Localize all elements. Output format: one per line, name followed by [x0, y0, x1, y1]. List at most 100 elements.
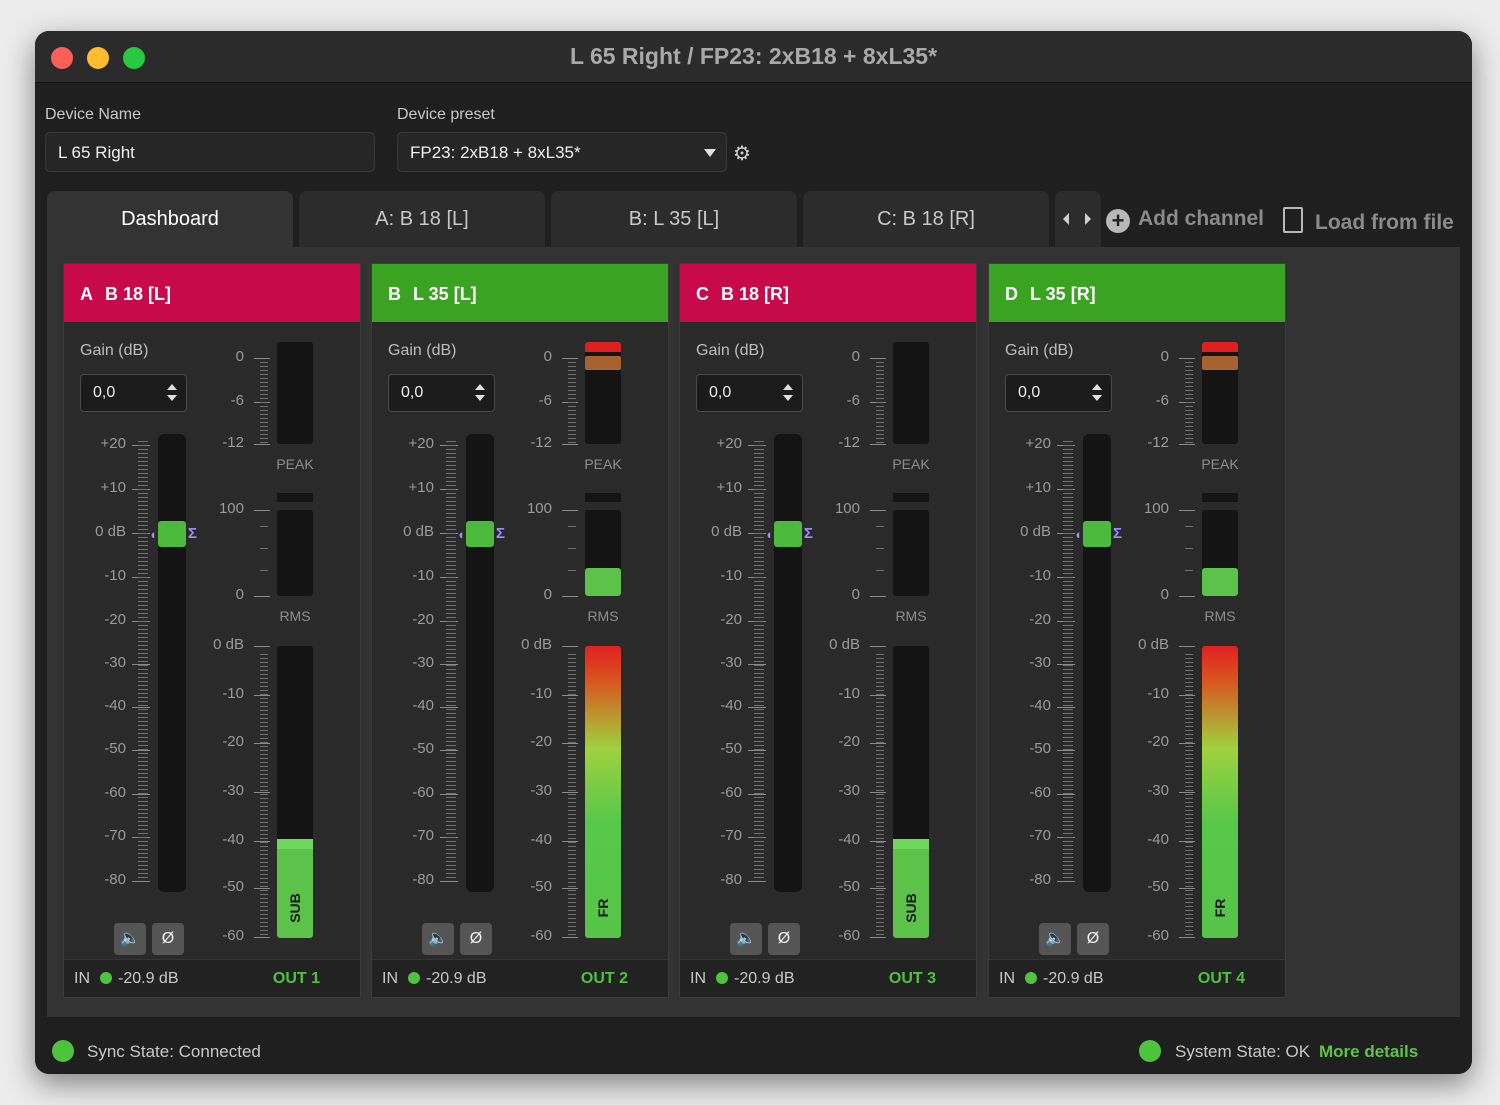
- fader-scale-label: +20: [408, 435, 434, 452]
- rms-minor-ticks: [260, 526, 268, 586]
- status-bar: Sync State: Connected System State: OK M…: [35, 1031, 1472, 1074]
- input-status-dot: [408, 972, 420, 984]
- mute-button[interactable]: 🔈: [114, 923, 146, 955]
- gain-input[interactable]: 0,0: [696, 374, 803, 412]
- stepper-arrows-icon[interactable]: [782, 382, 794, 404]
- gain-fader-handle[interactable]: [1083, 521, 1111, 547]
- mute-button[interactable]: 🔈: [422, 923, 454, 955]
- stepper-arrows-icon[interactable]: [1091, 382, 1103, 404]
- output-scale-label: -50: [838, 878, 860, 895]
- peak-scale-label: 0: [543, 348, 552, 365]
- tab-channel-b[interactable]: B: L 35 [L]: [551, 191, 797, 247]
- output-scale-label: -30: [1147, 782, 1169, 799]
- channel-strip: C B 18 [R] Gain (dB) 0,0 +20 +10 0 dB -10 -20…: [679, 263, 977, 998]
- output-scale-label: 0 dB: [829, 636, 860, 653]
- peak-minor-ticks: [1185, 362, 1193, 446]
- gain-fader-track[interactable]: [774, 434, 802, 892]
- scroll-right-icon[interactable]: [1085, 213, 1091, 225]
- gain-fader-handle[interactable]: [466, 521, 494, 547]
- output-scale-tick: [1179, 937, 1195, 938]
- gain-value: 0,0: [401, 384, 424, 401]
- output-assignment[interactable]: OUT 4: [1197, 970, 1245, 987]
- output-meter: SUB: [893, 646, 929, 938]
- output-scale-label: -10: [838, 685, 860, 702]
- device-name-field[interactable]: L 65 Right: [45, 132, 375, 172]
- gain-input[interactable]: 0,0: [388, 374, 495, 412]
- channel-header[interactable]: C B 18 [R]: [680, 264, 976, 322]
- input-level-value: -20.9 dB: [1043, 970, 1104, 987]
- output-scale-label: -10: [222, 685, 244, 702]
- gain-input[interactable]: 0,0: [80, 374, 187, 412]
- output-meter: SUB: [277, 646, 313, 938]
- output-scale-label: -30: [222, 782, 244, 799]
- rms-meter: [585, 510, 621, 596]
- channel-letter: C: [696, 284, 709, 304]
- output-scale-label: -20: [1147, 733, 1169, 750]
- gain-fader-track[interactable]: [466, 434, 494, 892]
- zoom-window-button[interactable]: [123, 47, 145, 69]
- sync-state-text: Sync State: Connected: [87, 1042, 261, 1061]
- rms-scale-tick: [1179, 596, 1195, 597]
- gain-input[interactable]: 0,0: [1005, 374, 1112, 412]
- fader-scale-tick: [440, 881, 458, 882]
- rms-scale-tick: [562, 596, 578, 597]
- fader-scale-label: -30: [104, 654, 126, 671]
- channel-header[interactable]: D L 35 [R]: [989, 264, 1285, 322]
- stepper-arrows-icon[interactable]: [474, 382, 486, 404]
- gain-fader-track[interactable]: [158, 434, 186, 892]
- rms-meter: [1202, 510, 1238, 596]
- output-scale-label: -60: [530, 927, 552, 944]
- fader-scale-label: -50: [412, 740, 434, 757]
- polarity-button[interactable]: Ø: [152, 923, 184, 955]
- close-window-button[interactable]: [51, 47, 73, 69]
- rms-scale-tick: [1179, 510, 1195, 511]
- channel-header[interactable]: A B 18 [L]: [64, 264, 360, 322]
- peak-label: PEAK: [584, 456, 622, 472]
- rms-cap: [893, 493, 929, 502]
- add-channel-button[interactable]: + Add channel: [1106, 207, 1264, 233]
- fader-marker-icon: ◖: [765, 527, 773, 542]
- fader-scale-label: -20: [720, 611, 742, 628]
- minimize-window-button[interactable]: [87, 47, 109, 69]
- title-bar: L 65 Right / FP23: 2xB18 + 8xL35*: [35, 31, 1472, 83]
- gain-fader-handle[interactable]: [158, 521, 186, 547]
- device-preset-select[interactable]: FP23: 2xB18 + 8xL35*: [397, 132, 727, 172]
- tab-channel-c[interactable]: C: B 18 [R]: [803, 191, 1049, 247]
- output-scale-label: -20: [222, 733, 244, 750]
- fader-scale-label: -20: [1029, 611, 1051, 628]
- fader-scale-label: -60: [1029, 784, 1051, 801]
- channel-name: L 35 [R]: [1030, 284, 1096, 304]
- fader-scale-tick: [132, 881, 150, 882]
- scroll-left-icon[interactable]: [1063, 213, 1069, 225]
- output-assignment[interactable]: OUT 3: [888, 970, 936, 987]
- input-level: IN -20.9 dB: [382, 970, 486, 988]
- tab-channel-a[interactable]: A: B 18 [L]: [299, 191, 545, 247]
- fader-scale-label: +10: [100, 479, 126, 496]
- gain-fader-handle[interactable]: [774, 521, 802, 547]
- output-assignment[interactable]: OUT 1: [272, 970, 320, 987]
- sigma-icon: Σ: [496, 525, 506, 542]
- stepper-arrows-icon[interactable]: [166, 382, 178, 404]
- gain-fader-track[interactable]: [1083, 434, 1111, 892]
- load-from-file-button[interactable]: Load from file: [1283, 207, 1454, 235]
- output-level-fill: [277, 839, 313, 938]
- mute-button[interactable]: 🔈: [1039, 923, 1071, 955]
- mute-button[interactable]: 🔈: [730, 923, 762, 955]
- rms-label: RMS: [279, 608, 311, 624]
- fader-scale-label: -10: [104, 567, 126, 584]
- more-details-link[interactable]: More details: [1319, 1042, 1419, 1061]
- channel-header[interactable]: B L 35 [L]: [372, 264, 668, 322]
- sigma-icon: Σ: [1113, 525, 1123, 542]
- rms-minor-ticks: [568, 526, 576, 586]
- chevron-down-icon: [704, 149, 716, 157]
- polarity-button[interactable]: Ø: [460, 923, 492, 955]
- tab-dashboard[interactable]: Dashboard: [47, 191, 293, 247]
- input-level-value: -20.9 dB: [426, 970, 487, 987]
- gain-value: 0,0: [709, 384, 732, 401]
- output-assignment[interactable]: OUT 2: [580, 970, 628, 987]
- polarity-button[interactable]: Ø: [768, 923, 800, 955]
- peak-minor-ticks: [876, 362, 884, 446]
- polarity-button[interactable]: Ø: [1077, 923, 1109, 955]
- gear-icon[interactable]: ⚙: [733, 143, 751, 165]
- rms-scale-label: 100: [834, 500, 860, 517]
